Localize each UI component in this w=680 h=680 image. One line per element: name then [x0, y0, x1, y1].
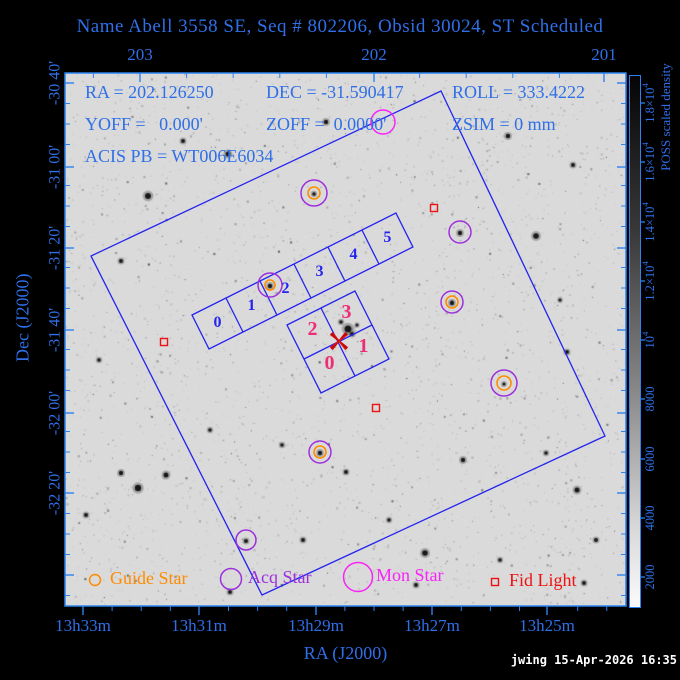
acis-s-chip-divider — [327, 246, 346, 282]
bottom-tick-label: 13h31m — [171, 616, 227, 635]
offset-z: ZOFF = 0.0000' — [266, 114, 387, 134]
acis-s-chip-divider — [225, 297, 244, 333]
legend-label-mon: Mon Star — [376, 565, 444, 585]
signature: jwing 15-Apr-2026 16:35 — [510, 653, 677, 667]
acq-star-marker — [257, 272, 283, 298]
colorbar-tick-label: 1.2×104 — [640, 261, 657, 301]
acis-s-chip-label: 0 — [213, 314, 221, 331]
acq-star-marker — [490, 369, 518, 397]
acis-i-chip-label: 1 — [358, 335, 368, 357]
left-tick-label: -32 20' — [47, 471, 64, 515]
left-tick-label: -31 20' — [47, 226, 64, 270]
acis-s-chip-label: 1 — [247, 297, 255, 314]
aimpoint-x-marker — [329, 333, 349, 349]
legend-acq-swatch — [219, 567, 243, 591]
acis-i-outline — [286, 290, 390, 394]
left-tick-label: -31 00' — [47, 145, 64, 189]
top-tick-label: 202 — [361, 45, 387, 64]
pointing-dec: DEC = -31.590417 — [266, 82, 404, 102]
offset-y: YOFF = 0.000' — [85, 114, 203, 134]
left-tick-label: -32 00' — [47, 391, 64, 435]
colorbar-gradient — [629, 75, 641, 608]
colorbar-tick-label: 6000 — [643, 447, 657, 472]
acis-s-chip-divider — [259, 280, 278, 316]
acq-star-marker — [440, 290, 464, 314]
acis-s-chip-divider — [293, 263, 312, 299]
bottom-tick-label: 13h33m — [55, 616, 111, 635]
acis-s-chip-label: 3 — [315, 263, 323, 280]
acq-star-marker — [448, 220, 472, 244]
fid-light-marker — [159, 337, 169, 347]
guide-star-marker — [264, 279, 276, 291]
left-tick-label: -30 40' — [47, 61, 64, 105]
legend-guide-swatch — [88, 573, 102, 587]
acis-s-chip-label: 2 — [281, 280, 289, 297]
colorbar-tick-label: 2000 — [643, 565, 657, 590]
colorbar-tick-label: 104 — [640, 331, 657, 349]
legend-label-fid: Fid Light — [509, 570, 577, 590]
fov-outline — [90, 90, 606, 596]
colorbar-tick-label: 8000 — [643, 387, 657, 412]
mon-star-marker — [370, 109, 396, 135]
acis-s-chip-divider — [361, 229, 380, 265]
colorbar-title: POSS scaled density — [658, 63, 673, 171]
acis-parameter-block: ACIS PB = WT006E6034 — [85, 146, 274, 166]
legend-mon-swatch — [342, 561, 374, 593]
legend-label-guide: Guide Star — [110, 568, 187, 588]
bottom-tick-label: 13h27m — [404, 616, 460, 635]
left-tick-label: -31 40' — [47, 308, 64, 352]
acq-star-marker — [300, 179, 328, 207]
bottom-tick-label: 13h29m — [288, 616, 344, 635]
colorbar-tick-label: 4000 — [643, 506, 657, 531]
colorbar-tick-label: 1.6×104 — [640, 142, 657, 182]
acis-s-chip-label: 5 — [383, 229, 391, 246]
guide-star-marker — [307, 186, 321, 200]
top-tick-label: 201 — [591, 45, 617, 64]
fid-light-marker — [371, 403, 381, 413]
guide-star-marker — [496, 375, 512, 391]
y-axis-title: Dec (J2000) — [12, 273, 33, 363]
legend-fid-swatch — [490, 577, 500, 587]
acis-i-chip-label: 3 — [341, 301, 351, 323]
x-axis-title: RA (J2000) — [303, 643, 388, 663]
guide-star-marker — [313, 445, 327, 459]
acis-i-chip-label: 2 — [307, 318, 317, 340]
colorbar-tick-label: 1.4×104 — [640, 202, 657, 242]
acis-s-chip-label: 4 — [349, 246, 357, 263]
top-tick-label: 203 — [127, 45, 153, 64]
plot-frame — [64, 72, 627, 607]
acq-star-marker — [308, 440, 332, 464]
fid-light-marker — [429, 203, 439, 213]
pointing-ra: RA = 202.126250 — [85, 82, 214, 102]
acq-star-marker — [235, 529, 257, 551]
bottom-tick-label: 13h25m — [519, 616, 575, 635]
chart-title: Name Abell 3558 SE, Seq # 802206, Obsid … — [76, 16, 604, 37]
legend-label-acq: Acq Star — [248, 567, 311, 587]
guide-star-marker — [445, 295, 459, 309]
colorbar-tick-label: 1.8×104 — [640, 83, 657, 123]
acis-i-chip-label: 0 — [324, 352, 334, 374]
sim-z: ZSIM = 0 mm — [452, 114, 556, 134]
pointing-roll: ROLL = 333.4222 — [452, 82, 585, 102]
